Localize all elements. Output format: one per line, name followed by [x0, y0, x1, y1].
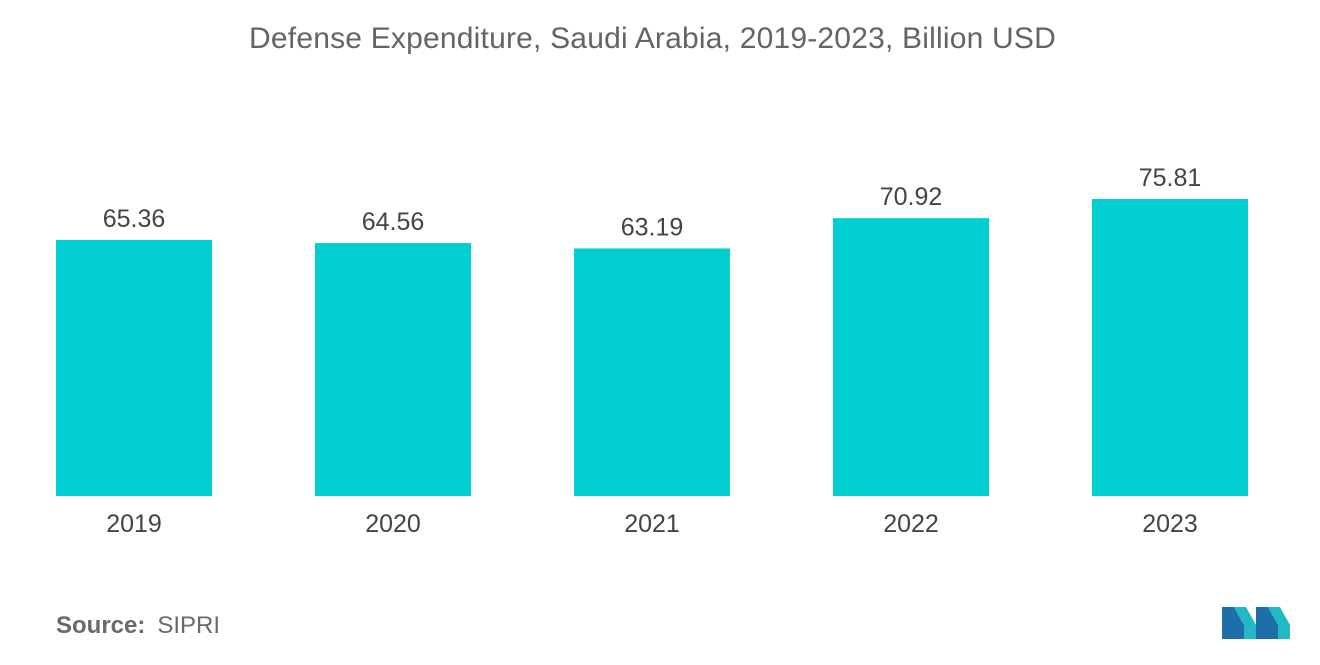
- mordor-intelligence-logo-icon: [1222, 607, 1290, 639]
- value-label-2019: 65.36: [103, 205, 166, 233]
- value-label-2021: 63.19: [621, 213, 684, 241]
- x-tick-label-2021: 2021: [624, 510, 680, 538]
- bars-group: [56, 199, 1248, 496]
- value-labels-group: 65.36 64.56 63.19 70.92 75.81: [103, 164, 1202, 241]
- bar-2019: [56, 239, 212, 496]
- source-label: Source:: [56, 612, 146, 639]
- x-tick-label-2020: 2020: [365, 510, 421, 538]
- bar-2020: [315, 243, 471, 496]
- source-value: SIPRI: [157, 612, 221, 639]
- value-label-2023: 75.81: [1139, 164, 1202, 192]
- bar-2021: [574, 248, 730, 496]
- bar-2023: [1092, 199, 1248, 496]
- x-axis-tick-labels: 2019 2020 2021 2022 2023: [106, 510, 1198, 538]
- value-label-2022: 70.92: [880, 183, 943, 211]
- value-label-2020: 64.56: [362, 208, 425, 236]
- x-tick-label-2022: 2022: [883, 510, 939, 538]
- source-note: Source: SIPRI: [56, 612, 220, 640]
- bar-2022: [833, 218, 989, 496]
- x-tick-label-2023: 2023: [1142, 510, 1198, 538]
- x-tick-label-2019: 2019: [106, 510, 162, 538]
- chart-title: Defense Expenditure, Saudi Arabia, 2019-…: [249, 22, 1056, 55]
